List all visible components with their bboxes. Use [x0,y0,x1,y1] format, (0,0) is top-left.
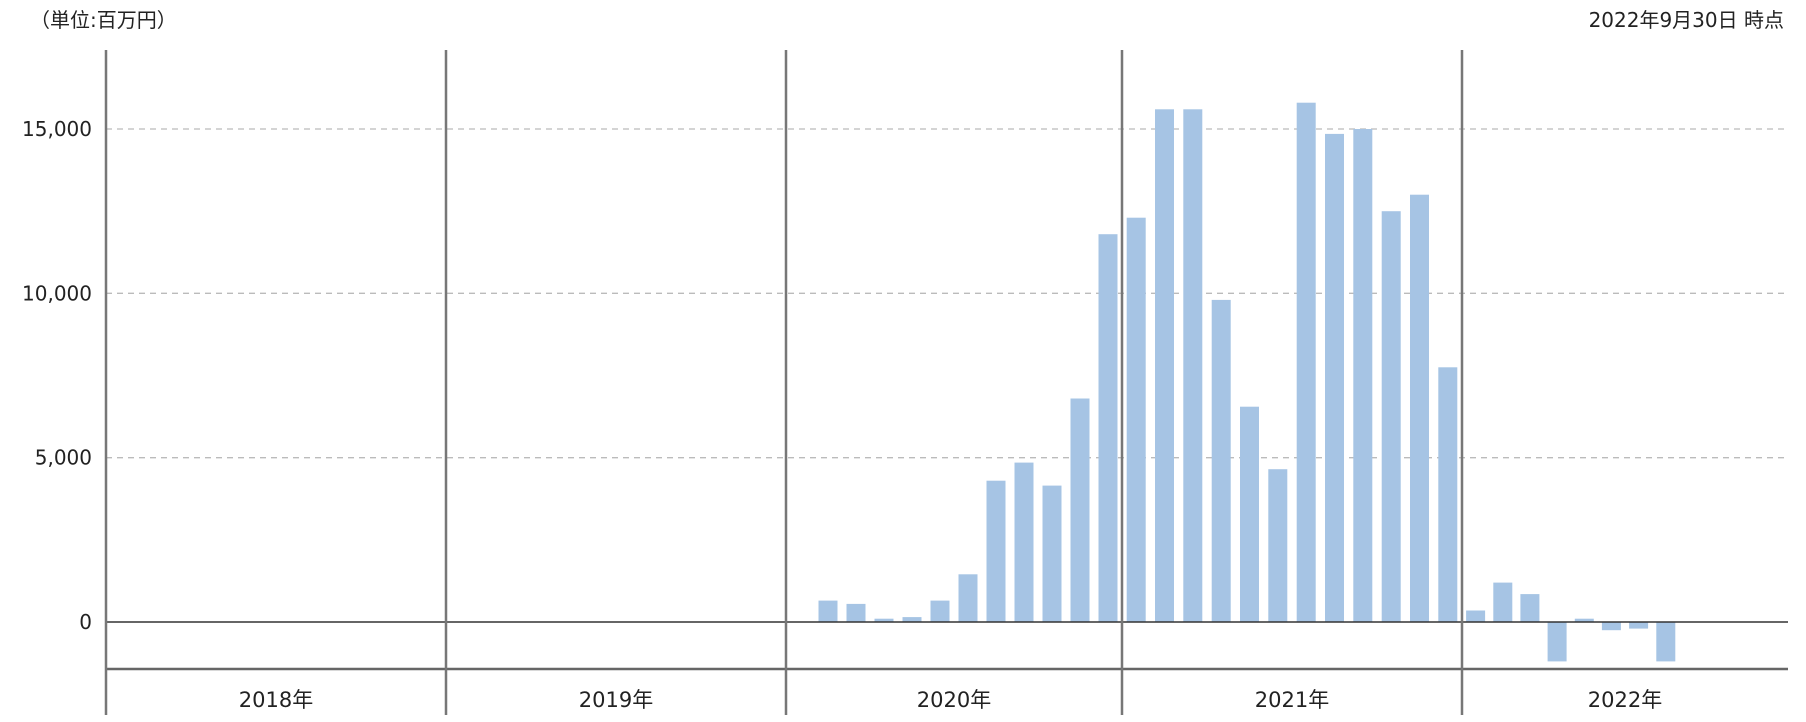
unit-label: （単位:百万円） [30,8,177,32]
bar [1098,234,1118,622]
bar [1126,217,1146,622]
y-tick-label: 15,000 [22,117,92,141]
bar [1574,618,1594,622]
bar [818,600,838,622]
bar [1240,406,1259,622]
bar [1629,622,1649,629]
bar [1438,367,1458,622]
bar [1155,109,1174,623]
bar [1353,129,1373,622]
bar [986,480,1006,622]
bar [1520,594,1540,622]
bar [1014,462,1034,622]
gridlines [106,128,1788,459]
bar [930,600,950,622]
x-year-label: 2020年 [917,688,991,712]
axis-labels: 0 5,000 10,000 15,000 2018年 2019年 2020年 2021年 20… [22,117,1662,712]
bar [1042,485,1062,622]
bar [1547,622,1567,662]
x-year-label: 2018年 [239,688,313,712]
y-tick-label: 10,000 [22,281,92,305]
bar [958,574,978,622]
bar [1601,622,1621,631]
y-tick-label: 0 [79,610,92,634]
bar [874,618,894,622]
bar [1070,398,1090,622]
bar [1466,610,1486,622]
bar [1325,133,1344,622]
bar [1211,299,1231,622]
bar [1268,469,1288,622]
bar [1656,622,1676,662]
bar [902,617,922,622]
x-year-label: 2019年 [579,688,653,712]
bar [1183,109,1203,623]
bar [1410,194,1429,622]
x-year-label: 2021年 [1255,688,1329,712]
bar [846,603,866,622]
axes [104,50,1788,715]
as-of-date-label: 2022年9月30日 時点 [1588,8,1784,32]
bar [1296,102,1316,622]
bar [1493,582,1513,622]
x-year-label: 2022年 [1588,688,1662,712]
y-tick-label: 5,000 [35,446,92,470]
bars [818,102,1676,662]
bar [1381,211,1401,622]
